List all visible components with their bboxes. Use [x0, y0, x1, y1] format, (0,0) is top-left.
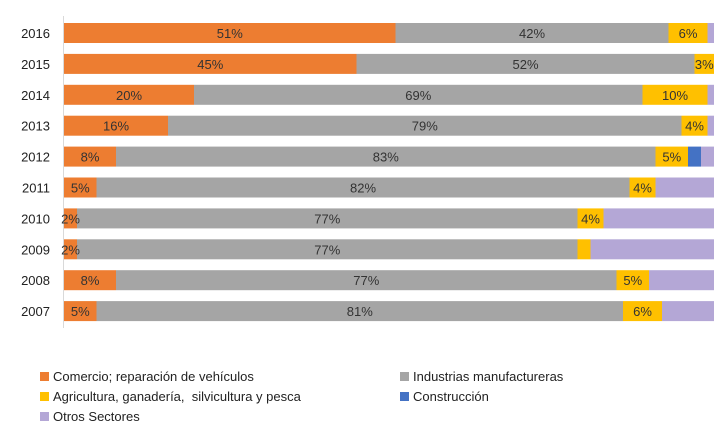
- bar-segment: [688, 146, 701, 167]
- data-label: 5%: [71, 181, 90, 196]
- legend-label: Comercio; reparación de vehículos: [53, 369, 254, 384]
- data-label: 10%: [662, 88, 688, 103]
- bar-segment: [64, 208, 77, 229]
- bar-segment: [616, 270, 649, 291]
- legend-label: Otros Sectores: [53, 409, 140, 424]
- data-label: 2%: [61, 242, 80, 257]
- data-label: 4%: [685, 119, 704, 134]
- bar-segment: [662, 301, 714, 322]
- data-label: 77%: [314, 242, 340, 257]
- bar-segment: [64, 115, 168, 136]
- bars: [64, 23, 714, 322]
- bar-segment: [64, 146, 116, 167]
- bar-segment: [649, 270, 714, 291]
- bar-segment: [707, 115, 714, 136]
- category-tick-label: 2014: [21, 88, 50, 103]
- bar-segment: [629, 177, 656, 198]
- data-labels: 51% 42% 6% 45% 52% 3% 20% 69% 10% 16% 79% 4% 8% 83% 5%…: [61, 26, 714, 319]
- bar-segment: [642, 84, 708, 105]
- legend: Comercio; reparación de vehículos Industr…: [40, 369, 564, 424]
- bar-segment: [77, 208, 578, 229]
- bar-segment: [577, 239, 591, 260]
- data-label: 5%: [662, 150, 681, 165]
- category-tick-label: 2008: [21, 273, 50, 288]
- bar-segment: [64, 53, 357, 74]
- bar-segment: [668, 23, 708, 43]
- data-label: 6%: [633, 304, 652, 319]
- data-label: 77%: [353, 273, 379, 288]
- bar-segment: [577, 208, 604, 229]
- bar-segment: [681, 115, 708, 136]
- data-label: 8%: [81, 273, 100, 288]
- bar-segment: [64, 23, 396, 43]
- bar-segment: [77, 239, 578, 260]
- legend-swatch: [400, 392, 409, 401]
- bar-segment: [116, 146, 656, 167]
- bar-segment: [655, 146, 688, 167]
- bar-segment: [590, 239, 714, 260]
- data-label: 2%: [61, 211, 80, 226]
- category-tick-label: 2016: [21, 26, 50, 41]
- legend-swatch: [40, 392, 49, 401]
- category-axis: 2016 2015 2014 2013 2012 2011 2010 2009 2008 2007: [21, 16, 64, 328]
- bar-segment: [96, 177, 630, 198]
- category-tick-label: 2007: [21, 304, 50, 319]
- legend-swatch: [40, 412, 49, 421]
- bar-segment: [707, 23, 714, 43]
- bar-segment: [116, 270, 617, 291]
- category-tick-label: 2013: [21, 119, 50, 134]
- data-label: 51%: [217, 26, 243, 41]
- data-label: 82%: [350, 181, 376, 196]
- data-label: 77%: [314, 211, 340, 226]
- category-tick-label: 2009: [21, 242, 50, 257]
- bar-segment: [96, 301, 623, 322]
- bar-segment: [64, 177, 97, 198]
- bar-segment: [168, 115, 682, 136]
- data-label: 4%: [581, 211, 600, 226]
- bar-segment: [603, 208, 714, 229]
- category-tick-label: 2015: [21, 57, 50, 72]
- data-label: 52%: [512, 57, 538, 72]
- data-label: 69%: [405, 88, 431, 103]
- bar-segment: [395, 23, 669, 43]
- data-label: 3%: [695, 57, 714, 72]
- category-tick-label: 2011: [22, 181, 50, 196]
- data-label: 16%: [103, 119, 129, 134]
- category-tick-label: 2010: [21, 211, 50, 226]
- data-label: 20%: [116, 88, 142, 103]
- legend-swatch: [40, 372, 49, 381]
- bar-segment: [694, 53, 714, 74]
- data-label: 81%: [347, 304, 373, 319]
- data-label: 42%: [519, 26, 545, 41]
- bar-segment: [701, 146, 714, 167]
- bar-segment: [655, 177, 714, 198]
- data-label: 6%: [679, 26, 698, 41]
- data-label: 45%: [197, 57, 223, 72]
- bar-segment: [194, 84, 643, 105]
- category-tick-label: 2012: [21, 150, 50, 165]
- legend-swatch: [400, 372, 409, 381]
- bar-segment: [64, 301, 97, 322]
- data-label: 4%: [633, 181, 652, 196]
- data-label: 83%: [373, 150, 399, 165]
- bar-segment: [64, 270, 116, 291]
- data-label: 5%: [623, 273, 642, 288]
- bar-segment: [64, 239, 77, 260]
- data-label: 79%: [412, 119, 438, 134]
- bar-segment: [623, 301, 662, 322]
- legend-label: Agricultura, ganadería, silvicultura y p…: [53, 389, 302, 404]
- bar-segment: [356, 53, 695, 74]
- data-label: 8%: [81, 150, 100, 165]
- legend-label: Industrias manufactureras: [413, 369, 564, 384]
- bar-segment: [64, 84, 194, 105]
- data-label: 5%: [71, 304, 90, 319]
- bar-segment: [707, 84, 714, 105]
- legend-label: Construcción: [413, 389, 489, 404]
